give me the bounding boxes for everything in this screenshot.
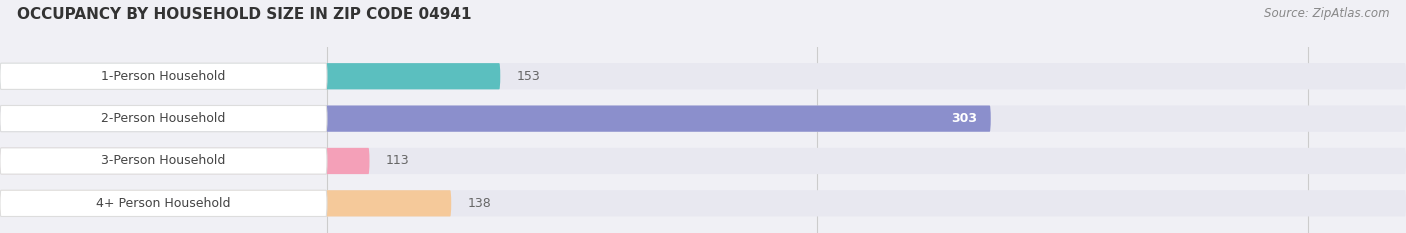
FancyBboxPatch shape (0, 148, 1406, 174)
FancyBboxPatch shape (0, 106, 1406, 132)
Text: 138: 138 (468, 197, 491, 210)
FancyBboxPatch shape (0, 148, 370, 174)
FancyBboxPatch shape (0, 63, 328, 89)
FancyBboxPatch shape (0, 148, 328, 174)
FancyBboxPatch shape (0, 63, 501, 89)
Text: 3-Person Household: 3-Person Household (101, 154, 226, 168)
Text: OCCUPANCY BY HOUSEHOLD SIZE IN ZIP CODE 04941: OCCUPANCY BY HOUSEHOLD SIZE IN ZIP CODE … (17, 7, 471, 22)
Text: Source: ZipAtlas.com: Source: ZipAtlas.com (1264, 7, 1389, 20)
Text: 4+ Person Household: 4+ Person Household (96, 197, 231, 210)
Text: 2-Person Household: 2-Person Household (101, 112, 226, 125)
FancyBboxPatch shape (0, 106, 991, 132)
FancyBboxPatch shape (0, 63, 1406, 89)
Text: 113: 113 (385, 154, 409, 168)
FancyBboxPatch shape (0, 190, 451, 216)
Text: 153: 153 (516, 70, 540, 83)
Text: 1-Person Household: 1-Person Household (101, 70, 226, 83)
FancyBboxPatch shape (0, 190, 1406, 216)
FancyBboxPatch shape (0, 106, 328, 132)
Text: 303: 303 (952, 112, 977, 125)
FancyBboxPatch shape (0, 190, 328, 216)
